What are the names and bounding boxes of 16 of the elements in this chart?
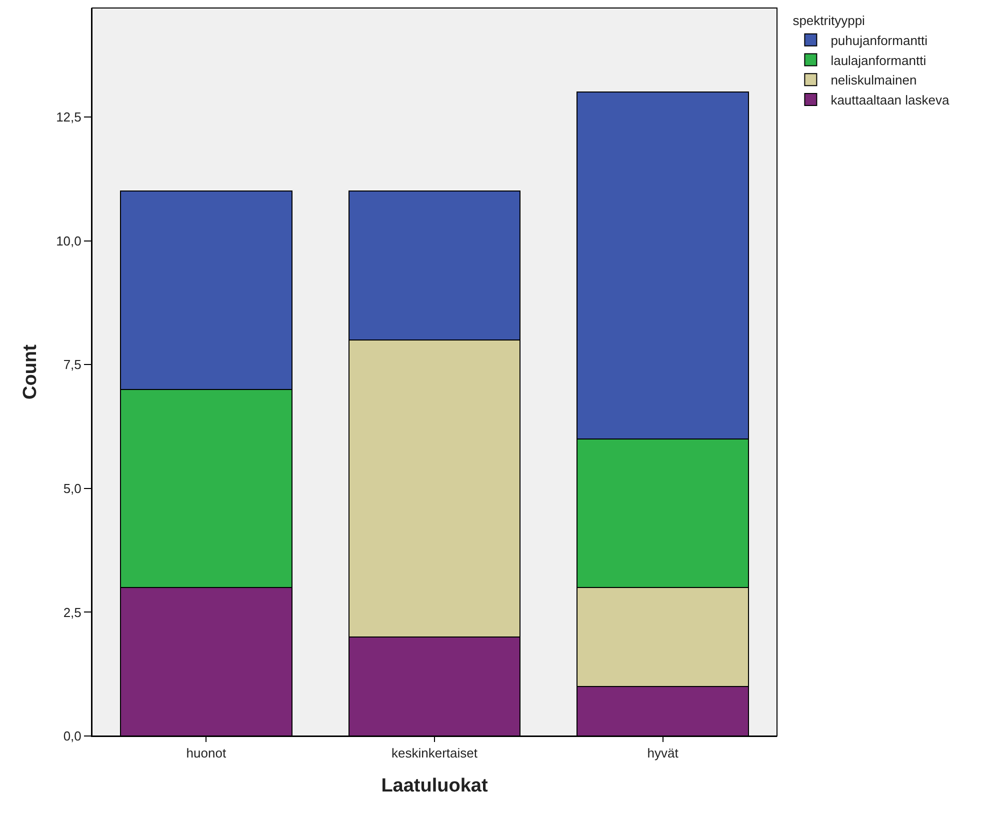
y-tick-label: 10,0: [56, 233, 82, 248]
legend-label: puhujanformantti: [830, 32, 928, 48]
x-tick-label: keskinkertaiset: [392, 746, 478, 761]
legend-label: laulajanformantti: [830, 52, 926, 68]
x-tick-label: hyvät: [647, 746, 679, 761]
y-tick-label: 5,0: [63, 480, 82, 496]
y-tick-label: 2,5: [63, 604, 82, 620]
y-tick-label: 7,5: [63, 357, 82, 372]
legend-label: neliskulmainen: [830, 72, 917, 88]
x-tick-label: huonot: [186, 746, 226, 761]
y-axis-title: Count: [20, 344, 41, 400]
x-axis-title: Laatuluokat: [381, 775, 488, 796]
y-tick-label: 0,0: [63, 728, 82, 744]
y-tick-label: 12,5: [56, 110, 82, 124]
legend-title: spektrityyppi: [792, 12, 866, 28]
legend-label: kauttaaltaan laskeva: [830, 92, 950, 108]
